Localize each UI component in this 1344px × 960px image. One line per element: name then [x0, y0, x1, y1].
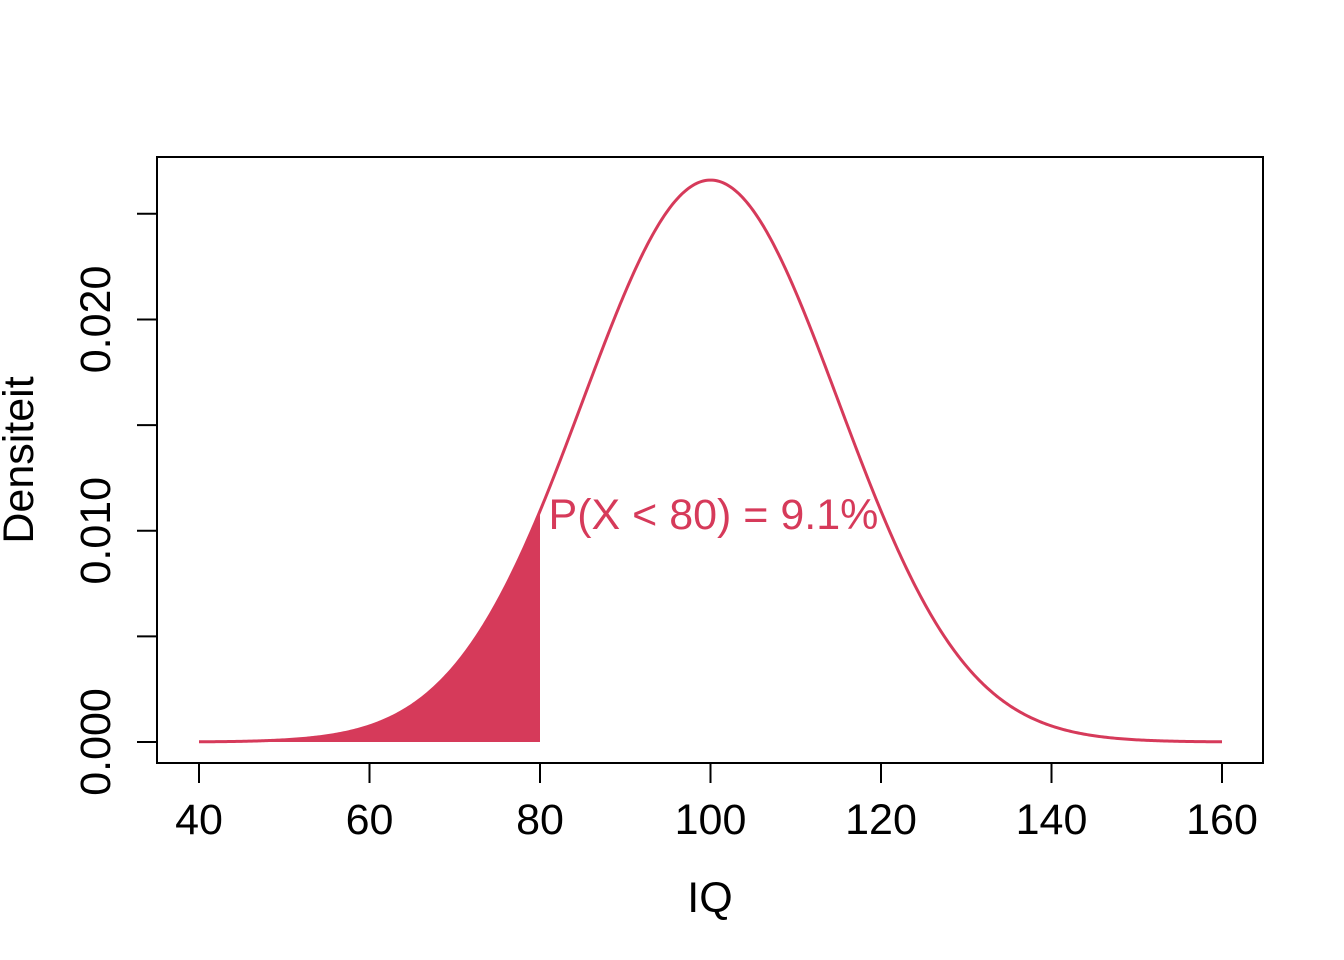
probability-annotation: P(X < 80) = 9.1%: [549, 491, 879, 539]
density-curve: [198, 178, 1223, 744]
plot-box: [156, 156, 1264, 764]
x-tick-label: 80: [516, 796, 564, 844]
x-axis: 40 60 80 100 120 140 160: [175, 762, 1258, 844]
x-tick-label: 40: [175, 796, 223, 844]
y-tick-label: 0.000: [72, 688, 120, 796]
shaded-area: [199, 510, 540, 742]
y-tick-label: 0.020: [72, 266, 120, 374]
x-tick-label: 60: [346, 796, 394, 844]
x-axis-title: IQ: [687, 874, 732, 922]
y-tick-label: 0.010: [72, 477, 120, 585]
x-tick-label: 140: [1016, 796, 1088, 844]
x-tick-label: 160: [1186, 796, 1258, 844]
x-tick-label: 100: [675, 796, 747, 844]
y-axis: 0.000 0.010 0.020: [72, 212, 158, 796]
y-axis-title: Densiteit: [0, 376, 43, 543]
x-tick-label: 120: [845, 796, 917, 844]
